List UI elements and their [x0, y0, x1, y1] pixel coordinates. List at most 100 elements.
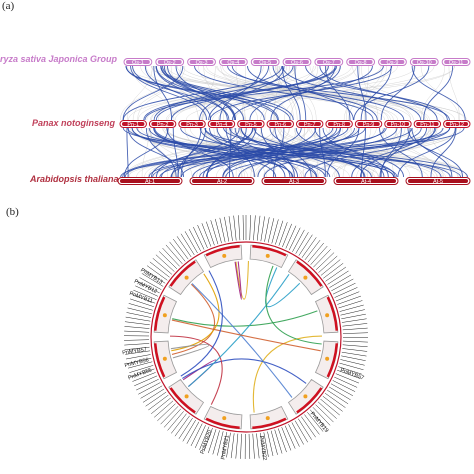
circos-link [172, 310, 318, 327]
circos-label-tick [288, 227, 301, 251]
panax-chromosome-label: Pn-7 [304, 122, 316, 128]
circos-label-tick [212, 430, 220, 455]
circos-link [235, 261, 250, 300]
circos-label-tick [208, 429, 217, 454]
circos-label-tick [278, 222, 288, 246]
blue-link [229, 127, 232, 178]
blue-link [272, 127, 285, 178]
blue-link [229, 127, 442, 178]
circos-label-tick [340, 359, 365, 366]
circos-label-tick [221, 432, 228, 457]
blue-link [304, 127, 437, 178]
oryza-chromosome-label: Os-1 [132, 60, 144, 66]
circos-label-tick [260, 216, 265, 242]
circos-link [171, 319, 321, 352]
blue-link [160, 65, 279, 121]
panax-chromosome: Pn-2 [148, 120, 177, 128]
circos-label-tick [124, 343, 150, 346]
blue-link [260, 127, 295, 178]
circos-label-tick [301, 237, 317, 258]
circos-label-tick [342, 348, 368, 352]
circos-label-tick [298, 418, 312, 440]
circos-label-tick [238, 215, 241, 241]
blue-link [357, 65, 367, 121]
circos-gene-label-fans [124, 215, 369, 459]
circos-gene-label: PnMYB19 [309, 411, 330, 434]
circos-label-tick [281, 427, 292, 451]
circos-label-tick [129, 365, 154, 373]
circos-label-tick [206, 221, 215, 246]
circos-label-tick [256, 433, 260, 459]
circos-label-tick [137, 281, 160, 294]
circos-label-tick [341, 313, 366, 320]
circos-label-tick [294, 420, 308, 443]
blue-link [227, 65, 450, 121]
panax-chromosome-label: Pn-2 [157, 122, 169, 128]
circos-label-tick [124, 330, 150, 333]
circos-label-tick [295, 232, 309, 254]
circos-label-tick [124, 326, 150, 329]
circos-label-tick [184, 231, 198, 254]
grey-link [264, 65, 290, 121]
circos-label-tick [135, 285, 159, 297]
blue-link [170, 127, 341, 178]
blue-link [351, 127, 428, 178]
circos-gene-label: PnMYB21 [220, 435, 230, 460]
circos-label-tick [188, 228, 201, 252]
blue-link [219, 65, 262, 121]
blue-link [353, 65, 430, 121]
arabidopsis-chromosome-label: At-2 [217, 179, 227, 185]
circos-label-tick [256, 215, 261, 241]
panax-chromosome: Pn-7 [296, 120, 324, 128]
circos-label-tick [282, 223, 292, 248]
oryza-chromosome: Os-3 [187, 58, 216, 66]
circos-label-tick [162, 247, 180, 267]
circos-label-tick [317, 401, 337, 419]
circos-label-tick [197, 224, 208, 249]
grey-link [199, 127, 242, 178]
panax-chromosome-label: Pn-11 [420, 122, 434, 128]
circos-label-tick [230, 433, 235, 459]
grey-link [343, 65, 383, 121]
circos-label-tick [133, 289, 157, 300]
circos-label-tick [131, 294, 156, 304]
circos-label-tick [193, 226, 205, 250]
circos-chromosome-blocks [150, 241, 342, 433]
circos-label-tick [203, 427, 213, 452]
circos-chromosome-block [287, 259, 324, 296]
panax-chromosome-label: Pn-12 [449, 122, 464, 128]
circos-label-tick [240, 433, 242, 459]
circos-label-tick [275, 220, 284, 245]
oryza-chromosome: Os-9 [378, 58, 407, 66]
circos-label-tick [291, 422, 304, 445]
oryza-chromosome: Os-10 [409, 58, 439, 66]
oryza-chromosome: Os-8 [346, 58, 376, 66]
circos-chromosome-block [314, 294, 339, 334]
circos-label-tick [128, 303, 153, 311]
circos-label-tick [252, 433, 255, 459]
circos-label-tick [307, 242, 324, 263]
panax-chromosome: Pn-11 [413, 120, 442, 128]
circos-label-tick [136, 378, 159, 391]
circos-label-tick [194, 425, 206, 449]
grey-link [127, 65, 153, 121]
circos-label-tick [309, 409, 327, 429]
circos-label-tick [313, 249, 331, 268]
blue-link [130, 65, 208, 121]
panax-chromosome-label: Pn-3 [186, 122, 198, 128]
circos-label-tick [130, 298, 154, 307]
circos-diagram: PnMYB13PnMYB12PnMYB11PnMYB57PnMYB56PnMYB… [122, 215, 369, 461]
blue-link [208, 65, 285, 121]
blue-link [177, 127, 207, 178]
circos-chromosome-block [203, 405, 243, 430]
circos-label-tick [298, 234, 313, 256]
blue-link [180, 127, 202, 178]
circos-chromosome-block [249, 405, 289, 430]
blue-link [282, 65, 422, 121]
oryza-chromosome-label: Os-4 [227, 60, 239, 66]
circos-label-tick [323, 263, 344, 279]
circos-chromosome-block [168, 378, 205, 415]
circos-label-tick [201, 223, 212, 247]
circos-label-tick [169, 241, 186, 262]
arabidopsis-chromosome-track: At-1 At-2 At-3 At-4 At-5 [117, 177, 471, 185]
